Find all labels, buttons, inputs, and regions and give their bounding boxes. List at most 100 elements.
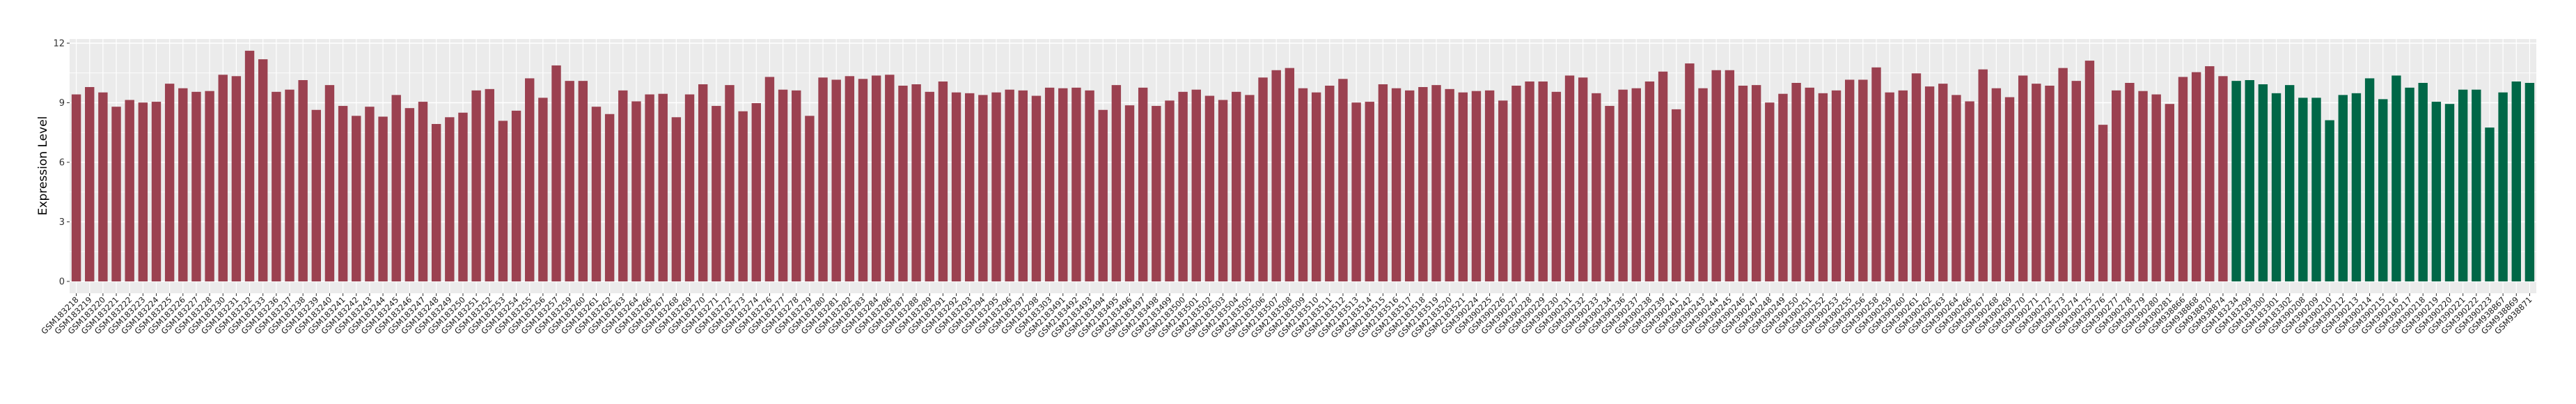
bar-GSM390242: [1685, 63, 1695, 281]
y-tick-label: 3: [59, 217, 65, 228]
bar-GSM183237: [285, 89, 294, 281]
bar-GSM390210: [2325, 120, 2334, 281]
bar-GSM390209: [2311, 98, 2321, 281]
bar-GSM2183521: [1458, 92, 1468, 281]
x-axis: GSM183218GSM183219GSM183220GSM183221GSM1…: [39, 293, 2534, 340]
y-tick-label: 9: [59, 98, 65, 109]
bar-GSM390212: [2338, 95, 2348, 281]
bar-GSM183248: [431, 123, 441, 281]
bar-GSM183286: [885, 75, 895, 281]
bar-GSM183253: [498, 121, 508, 281]
bar-GSM390219: [2431, 102, 2442, 281]
bar-GSM390216: [2392, 75, 2401, 281]
bar-GSM2183496: [1124, 105, 1135, 281]
bar-GSM2183500: [1178, 91, 1188, 281]
bar-GSM390223: [2485, 127, 2495, 281]
bar-GSM183247: [418, 102, 428, 281]
bar-GSM2183514: [1365, 102, 1374, 281]
bar-GSM183284: [871, 75, 881, 281]
bar-GSM390230: [1551, 91, 1562, 281]
bar-GSM390236: [1618, 89, 1628, 281]
bar-GSM390239: [1658, 71, 1668, 281]
bar-GSM183246: [405, 108, 415, 281]
bars: [71, 50, 2535, 282]
bar-GSM390241: [1672, 109, 1681, 281]
bar-GSM390263: [1938, 84, 1948, 281]
bar-GSM390218: [2418, 83, 2428, 281]
bar-GSM390271: [2032, 84, 2041, 281]
bar-GSM390260: [1898, 90, 1908, 281]
bar-GSM183273: [738, 111, 748, 281]
bar-GSM183288: [911, 84, 921, 282]
bar-GSM183243: [365, 107, 375, 281]
bar-GSM183236: [272, 91, 281, 281]
bar-GSM390252: [1818, 93, 1828, 281]
bar-GSM183223: [138, 102, 148, 281]
bar-GSM183279: [805, 116, 815, 281]
bar-GSM183251: [471, 90, 481, 281]
bar-GSM183228: [205, 91, 214, 281]
bar-GSM183244: [378, 116, 388, 281]
bar-GSM183295: [991, 92, 1001, 281]
bar-GSM183260: [578, 81, 588, 282]
bar-GSM390245: [1725, 70, 1735, 281]
bar-GSM938868: [2191, 72, 2201, 282]
bar-GSM183274: [751, 103, 761, 281]
bar-GSM390280: [2151, 94, 2161, 281]
bar-GSM390275: [2084, 61, 2095, 281]
bar-GSM183254: [511, 110, 521, 281]
bar-GSM390268: [1991, 88, 2002, 281]
bar-GSM2183497: [1138, 87, 1148, 281]
bar-GSM2183519: [1431, 85, 1441, 281]
bar-GSM183280: [818, 77, 828, 282]
bar-GSM390259: [1885, 92, 1894, 281]
bar-GSM938866: [2178, 77, 2188, 281]
bar-GSM183283: [858, 79, 868, 282]
bar-GSM2183504: [1232, 91, 1241, 281]
bar-GSM183268: [671, 117, 682, 281]
bar-GSM390227: [1511, 85, 1521, 282]
bar-GSM2183495: [1111, 85, 1122, 281]
bar-GSM183278: [792, 90, 801, 281]
bar-GSM390208: [2298, 98, 2308, 281]
bar-GSM183272: [725, 85, 735, 281]
bar-GSM390281: [2165, 104, 2175, 281]
bar-GSM390253: [1831, 90, 1841, 281]
bar-GSM183300: [2258, 84, 2268, 282]
bar-GSM390222: [2472, 89, 2481, 281]
bar-GSM183291: [938, 81, 948, 281]
bar-GSM183282: [845, 76, 855, 281]
bar-GSM183289: [925, 91, 934, 281]
bar-GSM390213: [2351, 93, 2362, 281]
bar-GSM183234: [2231, 81, 2241, 282]
bar-GSM390232: [1578, 77, 1588, 282]
bar-GSM390258: [1871, 67, 1881, 282]
bar-GSM183302: [2284, 85, 2295, 281]
bar-GSM2183491: [1058, 88, 1068, 281]
bar-GSM390237: [1631, 88, 1641, 281]
bar-GSM183296: [1005, 89, 1014, 281]
bar-GSM183238: [298, 80, 308, 281]
bar-GSM390243: [1698, 88, 1708, 281]
bar-GSM2183518: [1418, 86, 1428, 282]
bar-GSM183276: [764, 77, 775, 281]
bar-GSM183226: [178, 88, 188, 281]
bar-GSM183270: [698, 84, 708, 282]
bar-GSM183303: [1044, 87, 1055, 281]
bar-GSM183240: [324, 85, 335, 281]
y-tick-label: 12: [53, 39, 65, 49]
bar-GSM390273: [2058, 68, 2068, 281]
bar-GSM390272: [2045, 85, 2055, 282]
bar-GSM390248: [1765, 102, 1775, 281]
bar-GSM390225: [1484, 90, 1495, 281]
bar-GSM2183515: [1378, 84, 1388, 282]
bar-GSM390270: [2018, 75, 2028, 281]
bar-GSM183250: [458, 112, 468, 281]
bar-GSM2183511: [1325, 85, 1335, 282]
bar-GSM390261: [1911, 73, 1922, 281]
bar-GSM2183508: [1285, 68, 1295, 281]
bar-GSM2183516: [1391, 88, 1401, 281]
bar-GSM390262: [1924, 86, 1935, 281]
bar-GSM390234: [1605, 106, 1615, 281]
bar-GSM183255: [525, 78, 535, 281]
